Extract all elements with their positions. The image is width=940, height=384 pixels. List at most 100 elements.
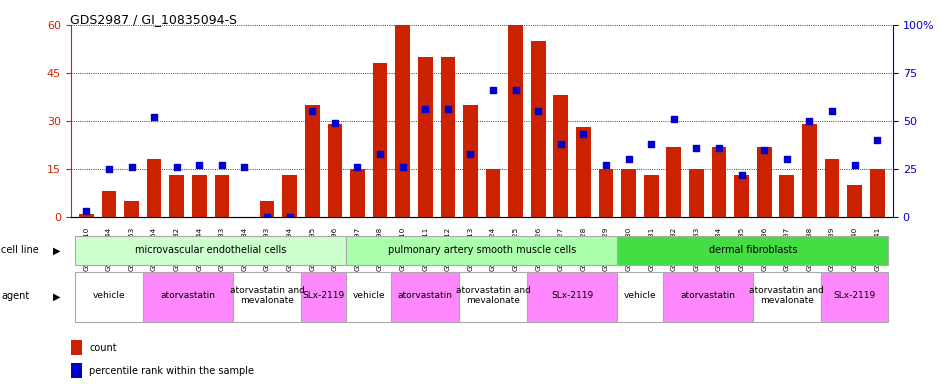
Text: SLx-2119: SLx-2119 [303, 291, 345, 300]
Text: percentile rank within the sample: percentile rank within the sample [89, 366, 255, 376]
Point [192, 162, 207, 168]
Text: SLx-2119: SLx-2119 [551, 291, 593, 300]
Text: atorvastatin and
mevalonate: atorvastatin and mevalonate [456, 286, 530, 305]
Text: vehicle: vehicle [93, 291, 125, 300]
Bar [463, 105, 478, 217]
Bar [79, 214, 94, 217]
Bar [666, 147, 681, 217]
Text: count: count [89, 343, 117, 353]
Point [621, 156, 636, 162]
Point [824, 108, 839, 114]
Bar [618, 236, 888, 265]
Point [350, 164, 365, 170]
Bar [70, 363, 83, 378]
Bar [824, 159, 839, 217]
Text: ▶: ▶ [53, 245, 60, 255]
Text: dermal fibroblasts: dermal fibroblasts [709, 245, 797, 255]
Bar [870, 169, 885, 217]
Bar [621, 169, 636, 217]
Point [327, 120, 342, 126]
Point [712, 145, 727, 151]
Bar [554, 95, 568, 217]
Point [847, 162, 862, 168]
Bar [779, 175, 794, 217]
Point [599, 162, 614, 168]
Bar [346, 271, 391, 322]
Bar [847, 185, 862, 217]
Point [259, 214, 274, 220]
Bar [192, 175, 207, 217]
Bar [821, 271, 888, 322]
Bar [259, 201, 274, 217]
Bar [802, 124, 817, 217]
Bar [124, 201, 139, 217]
Bar [757, 147, 772, 217]
Bar [712, 147, 727, 217]
Point [305, 108, 320, 114]
Point [644, 141, 659, 147]
Point [237, 164, 252, 170]
Text: microvascular endothelial cells: microvascular endothelial cells [135, 245, 287, 255]
Text: atorvastatin and
mevalonate: atorvastatin and mevalonate [229, 286, 305, 305]
Bar [531, 41, 545, 217]
Text: vehicle: vehicle [352, 291, 385, 300]
Bar [441, 57, 455, 217]
Bar [486, 169, 500, 217]
Bar [391, 271, 459, 322]
Bar [102, 191, 117, 217]
Text: vehicle: vehicle [623, 291, 656, 300]
Point [440, 106, 455, 113]
Point [102, 166, 117, 172]
Text: atorvastatin: atorvastatin [161, 291, 215, 300]
Bar [233, 271, 301, 322]
Point [757, 147, 772, 153]
Text: atorvastatin and
mevalonate: atorvastatin and mevalonate [749, 286, 824, 305]
Bar [214, 175, 229, 217]
Point [734, 172, 749, 178]
Bar [527, 271, 618, 322]
Bar [350, 169, 365, 217]
Text: GDS2987 / GI_10835094-S: GDS2987 / GI_10835094-S [70, 13, 238, 26]
Point [486, 87, 501, 93]
Point [689, 145, 704, 151]
Text: cell line: cell line [1, 245, 39, 255]
Bar [282, 175, 297, 217]
Text: ▶: ▶ [53, 291, 60, 301]
Point [779, 156, 794, 162]
Point [395, 164, 410, 170]
Bar [143, 271, 233, 322]
Bar [169, 175, 184, 217]
Point [802, 118, 817, 124]
Bar [70, 340, 83, 355]
Point [509, 87, 524, 93]
Bar [689, 169, 704, 217]
Bar [663, 271, 753, 322]
Text: atorvastatin: atorvastatin [681, 291, 735, 300]
Bar [644, 175, 659, 217]
Bar [305, 105, 320, 217]
Point [870, 137, 885, 143]
Point [462, 151, 478, 157]
Bar [327, 124, 342, 217]
Point [147, 114, 162, 120]
Bar [509, 25, 523, 217]
Point [417, 106, 432, 113]
Text: atorvastatin: atorvastatin [398, 291, 453, 300]
Bar [459, 271, 527, 322]
Bar [418, 57, 432, 217]
Point [282, 214, 297, 220]
Bar [396, 25, 410, 217]
Point [666, 116, 681, 122]
Bar [147, 159, 162, 217]
Bar [346, 236, 618, 265]
Bar [75, 271, 143, 322]
Text: pulmonary artery smooth muscle cells: pulmonary artery smooth muscle cells [387, 245, 576, 255]
Point [79, 208, 94, 214]
Bar [734, 175, 749, 217]
Point [169, 164, 184, 170]
Bar [576, 127, 590, 217]
Text: agent: agent [1, 291, 29, 301]
Point [531, 108, 546, 114]
Bar [618, 271, 663, 322]
Bar [373, 63, 387, 217]
